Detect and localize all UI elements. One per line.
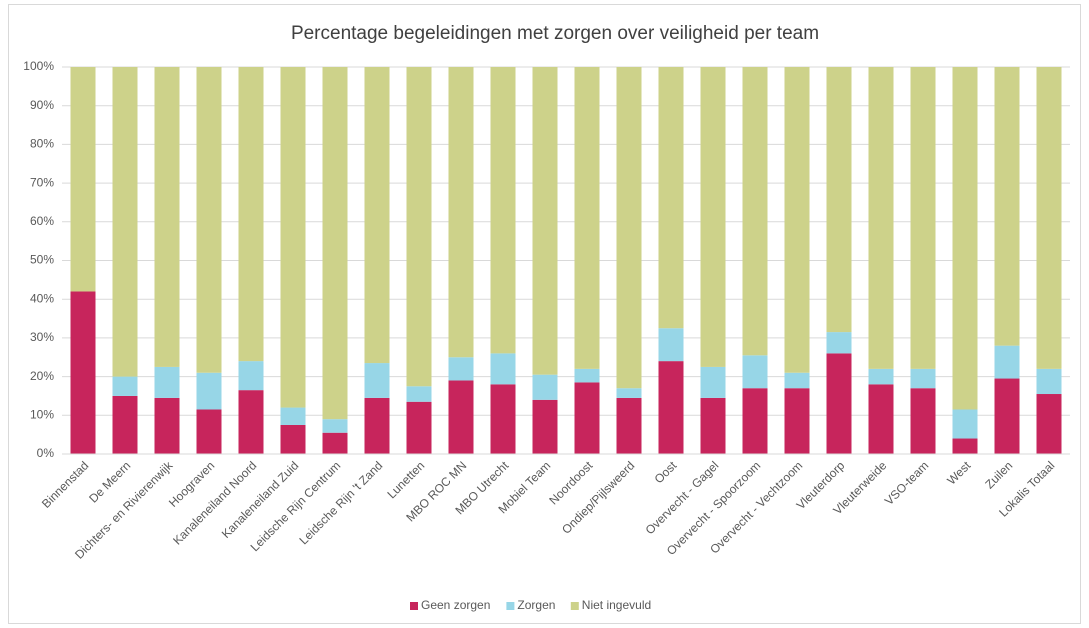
bar-segment	[238, 361, 264, 391]
bar-segment	[826, 67, 852, 333]
bar-segment	[1036, 67, 1062, 369]
bar-segment	[280, 407, 306, 425]
bar-segment	[1036, 368, 1062, 395]
bar-segment	[742, 67, 768, 356]
bar-segment	[658, 67, 684, 329]
bar-segment	[364, 67, 390, 364]
bar-segment	[196, 67, 222, 373]
bar-segment	[784, 372, 810, 389]
bar-segment	[448, 67, 474, 358]
y-tick-label: 70%	[30, 175, 54, 189]
y-tick-label: 20%	[30, 369, 54, 383]
bar-segment	[742, 355, 768, 389]
bar-segment	[910, 67, 936, 369]
y-tick-label: 60%	[30, 214, 54, 228]
bar-segment	[826, 353, 852, 454]
bar-segment	[532, 374, 558, 400]
bar-segment	[112, 395, 138, 454]
bar-segment	[364, 397, 390, 454]
bar-segment	[994, 378, 1020, 454]
bar-segment	[490, 353, 516, 385]
bar-segment	[742, 388, 768, 454]
bar-segment	[70, 291, 96, 454]
chart-title: Percentage begeleidingen met zorgen over…	[291, 23, 819, 44]
y-tick-label: 100%	[23, 59, 54, 73]
bar-segment	[994, 67, 1020, 346]
bar-segment	[700, 67, 726, 367]
bar-segment	[448, 357, 474, 381]
bar-segment	[574, 67, 600, 369]
bar-segment	[574, 382, 600, 454]
legend-swatch	[410, 602, 418, 610]
y-tick-label: 80%	[30, 137, 54, 151]
bar-segment	[952, 409, 978, 439]
bar-segment	[784, 67, 810, 373]
bar-segment	[700, 366, 726, 398]
bar-segment	[112, 67, 138, 377]
legend-swatch	[570, 602, 579, 610]
bar-segment	[616, 388, 642, 398]
bar-segment	[322, 67, 348, 420]
bar-segment	[322, 432, 348, 454]
bar-segment	[616, 67, 642, 389]
bar-segment	[910, 368, 936, 389]
bar-segment	[154, 67, 180, 367]
bar-segment	[112, 376, 138, 396]
bar-segment	[154, 366, 180, 398]
y-tick-label: 40%	[30, 291, 54, 305]
bar-segment	[952, 438, 978, 454]
y-tick-label: 30%	[30, 330, 54, 344]
bar-segment	[1036, 394, 1062, 454]
legend-label: Zorgen	[517, 598, 555, 612]
bar-segment	[406, 401, 432, 454]
bar-segment	[532, 67, 558, 375]
bar-segment	[868, 67, 894, 369]
legend-swatch	[506, 602, 515, 610]
bar-segment	[196, 409, 222, 454]
bar-segment	[910, 388, 936, 454]
bar-segment	[868, 384, 894, 454]
bar-segment	[280, 424, 306, 454]
bar-segment	[826, 332, 852, 354]
bar-segment	[658, 361, 684, 454]
bar-segment	[70, 67, 96, 292]
bar-segment	[490, 67, 516, 354]
bar-segment	[532, 399, 558, 454]
bar-segment	[238, 67, 264, 362]
y-tick-label: 10%	[30, 407, 54, 421]
bar-segment	[490, 384, 516, 454]
bar-segment	[196, 372, 222, 410]
bar-segment	[406, 67, 432, 387]
y-tick-label: 0%	[37, 446, 55, 460]
bar-segment	[868, 368, 894, 385]
bar-segment	[238, 390, 264, 454]
bar-segment	[154, 397, 180, 454]
legend-label: Niet ingevuld	[582, 598, 651, 612]
legend-label: Geen zorgen	[421, 598, 490, 612]
bar-segment	[322, 419, 348, 433]
bar-segment	[616, 397, 642, 454]
bar-segment	[280, 67, 306, 408]
bar-segment	[784, 388, 810, 454]
bar-segment	[994, 345, 1020, 379]
bar-segment	[406, 386, 432, 402]
bar-segment	[700, 397, 726, 454]
bar-segment	[574, 368, 600, 383]
y-tick-label: 50%	[30, 253, 54, 267]
y-tick-label: 90%	[30, 98, 54, 112]
bar-segment	[448, 380, 474, 454]
bar-segment	[364, 363, 390, 398]
bar-segment	[952, 67, 978, 410]
bar-segment	[658, 328, 684, 362]
